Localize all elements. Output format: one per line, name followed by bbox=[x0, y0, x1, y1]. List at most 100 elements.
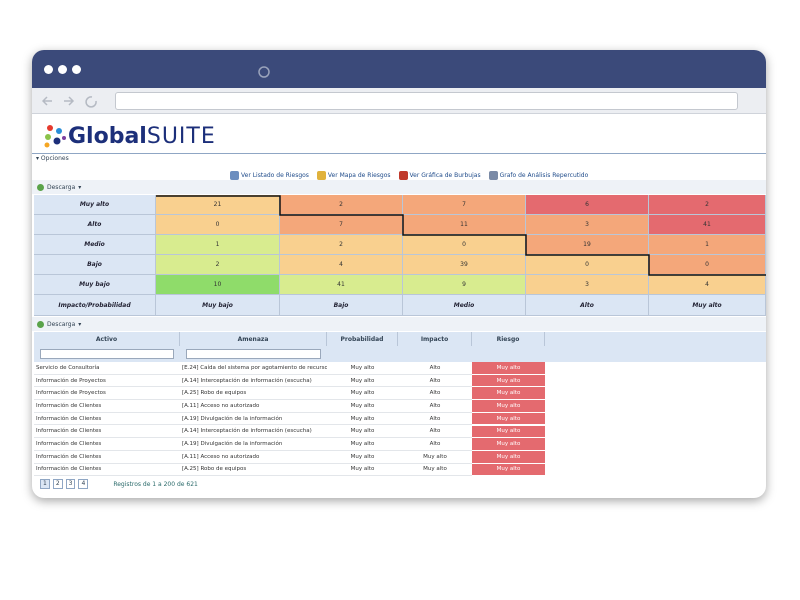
corner-label: Impacto/Probabilidad bbox=[34, 295, 156, 316]
row-label: Alto bbox=[34, 215, 156, 235]
matrix-cell: 4 bbox=[649, 275, 766, 295]
table-cell: Muy alto bbox=[327, 362, 398, 375]
page-button[interactable]: 2 bbox=[52, 479, 63, 489]
table-cell: Muy alto bbox=[327, 426, 398, 439]
page-button[interactable]: 1 bbox=[40, 479, 50, 489]
risk-table: Descarga ▾ Activo Amenaza Probabilidad Impact… bbox=[32, 317, 766, 482]
link-icon bbox=[316, 170, 326, 180]
matrix-cell: 7 bbox=[403, 195, 526, 215]
table-cell: Información de Clientes bbox=[34, 464, 180, 477]
pagination: 1 2 3 4 Registros de 1 a 200 de 621 bbox=[40, 479, 198, 489]
filter-input[interactable] bbox=[40, 349, 174, 359]
separator bbox=[32, 153, 766, 154]
column-label: Muy alto bbox=[649, 295, 766, 316]
dropdown-arrow: ▾ bbox=[78, 320, 82, 328]
link[interactable]: Ver Listado de Riesgos bbox=[230, 170, 309, 180]
options-label: Opciones bbox=[40, 155, 69, 162]
links-bar: Ver Listado de Riesgos Ver Mapa de Riesgo… bbox=[230, 168, 588, 182]
address-bar[interactable] bbox=[115, 92, 738, 110]
table-cell: [A.14] Interceptación de información (es… bbox=[180, 375, 327, 388]
link-icon bbox=[488, 170, 498, 180]
row-label: Bajo bbox=[34, 255, 156, 275]
link-text: Grafo de Análisis Repercutido bbox=[499, 171, 589, 179]
matrix-cell: 2 bbox=[156, 255, 280, 275]
table-cell: Información de Clientes bbox=[34, 400, 180, 413]
table-cell: [A.19] Divulgación de la información bbox=[180, 438, 327, 451]
table-cell: Muy alto bbox=[327, 387, 398, 401]
window-dot bbox=[72, 65, 81, 74]
table-cell: [A.25] Robo de equipos bbox=[180, 387, 327, 401]
page-button[interactable]: 3 bbox=[65, 479, 76, 489]
risk-cell: Muy alto bbox=[472, 438, 545, 451]
window-dot bbox=[44, 65, 53, 74]
download-bar: Descarga ▾ bbox=[32, 180, 766, 194]
table-cell: Muy alto bbox=[327, 400, 398, 413]
column-header: Riesgo bbox=[472, 332, 545, 346]
table-cell: Muy alto bbox=[398, 451, 472, 464]
logo: Global SUITE bbox=[42, 120, 216, 152]
matrix-cell: 4 bbox=[280, 255, 403, 275]
table-cell: Información de Clientes bbox=[34, 438, 180, 451]
link[interactable]: Grafo de Análisis Repercutido bbox=[488, 170, 589, 180]
matrix-cell: 0 bbox=[156, 215, 280, 235]
title-bar bbox=[32, 50, 766, 88]
row-label: Muy alto bbox=[34, 195, 156, 215]
table-cell: Alto bbox=[398, 438, 472, 451]
records-info: Registros de 1 a 200 de 621 bbox=[113, 480, 198, 488]
link-text: Ver Mapa de Riesgos bbox=[327, 171, 391, 179]
table-cell: Información de Proyectos bbox=[34, 387, 180, 401]
nav-buttons[interactable] bbox=[42, 93, 102, 109]
table-cell: Alto bbox=[398, 400, 472, 413]
page-button[interactable]: 4 bbox=[78, 479, 89, 489]
risk-cell: Muy alto bbox=[472, 412, 545, 426]
table-cell: Alto bbox=[398, 413, 472, 426]
table-cell: [A.19] Divulgación de la información bbox=[180, 413, 327, 426]
download-button[interactable]: Descarga bbox=[47, 183, 76, 191]
table-cell: Alto bbox=[398, 375, 472, 388]
header-rest bbox=[545, 332, 766, 362]
table-cell: Información de Clientes bbox=[34, 451, 180, 464]
matrix-cell: 41 bbox=[649, 215, 766, 235]
risk-cell: Muy alto bbox=[472, 362, 545, 375]
options-toggle[interactable]: ▾ Opciones bbox=[36, 155, 69, 162]
filter-input[interactable] bbox=[186, 349, 321, 359]
download-bar: Descarga ▾ bbox=[32, 317, 766, 331]
table-cell: Información de Clientes bbox=[34, 413, 180, 426]
risk-cell: Muy alto bbox=[472, 450, 545, 464]
table-cell: [A.14] Interceptación de información (es… bbox=[180, 426, 327, 439]
column-header: Probabilidad bbox=[327, 332, 398, 346]
column-header: Impacto bbox=[398, 332, 472, 346]
matrix-cell: 9 bbox=[403, 275, 526, 295]
link-text: Ver Gráfica de Burbujas bbox=[409, 171, 481, 179]
download-icon bbox=[37, 183, 44, 191]
download-icon bbox=[37, 320, 44, 328]
risk-cell: Muy alto bbox=[472, 425, 545, 439]
risk-cell: Muy alto bbox=[472, 400, 545, 413]
matrix-cell: 41 bbox=[280, 275, 403, 295]
link[interactable]: Ver Mapa de Riesgos bbox=[316, 170, 391, 180]
link-icon bbox=[230, 170, 239, 180]
matrix-cell: 39 bbox=[403, 255, 526, 275]
tab-icon[interactable] bbox=[254, 62, 274, 82]
matrix-cell: 2 bbox=[649, 195, 766, 215]
column-header: Activo bbox=[34, 332, 180, 346]
matrix-cell: 10 bbox=[156, 275, 280, 295]
download-button[interactable]: Descarga bbox=[47, 320, 76, 328]
column-label: Medio bbox=[403, 295, 526, 316]
risk-matrix: Descarga ▾ Muy alto 21 2 7 6 2 Alto 0 7 11 3 41 Medio 1… bbox=[32, 180, 766, 317]
link-icon bbox=[398, 170, 408, 180]
table-cell: [E.24] Caída del sistema por agotamiento… bbox=[180, 362, 327, 375]
matrix-cell: 1 bbox=[156, 235, 280, 255]
row-label: Medio bbox=[34, 235, 156, 255]
table-cell: [A.25] Robo de equipos bbox=[180, 464, 327, 477]
risk-cell: Muy alto bbox=[472, 387, 545, 401]
table-cell: Alto bbox=[398, 387, 472, 401]
link[interactable]: Ver Gráfica de Burbujas bbox=[398, 170, 481, 180]
matrix-cell: 3 bbox=[526, 215, 649, 235]
table-cell: Información de Proyectos bbox=[34, 375, 180, 388]
table-cell: Muy alto bbox=[327, 464, 398, 477]
matrix-cell: 2 bbox=[280, 235, 403, 255]
table-cell: Muy alto bbox=[327, 451, 398, 464]
window-dot bbox=[58, 65, 67, 74]
